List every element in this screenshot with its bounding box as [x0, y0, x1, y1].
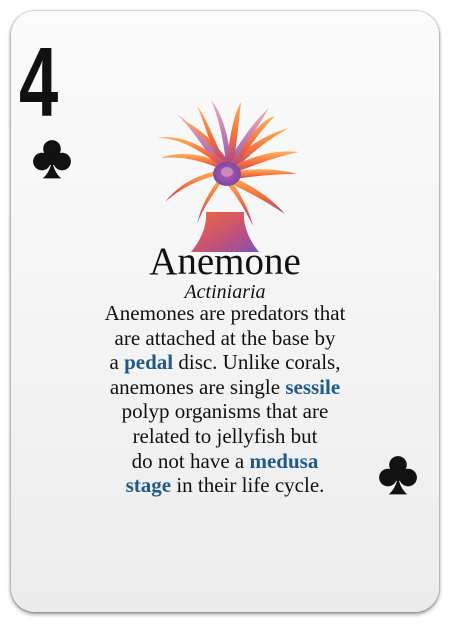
description-line: polyp organisms that are: [51, 399, 399, 424]
card-description: Anemones are predators that are attached …: [51, 301, 399, 498]
description-text: a: [109, 350, 125, 375]
playing-card[interactable]: 4: [11, 11, 439, 612]
description-line: related to jellyfish but: [51, 424, 399, 449]
rank-top: 4: [19, 27, 58, 137]
scientific-name: Actiniaria: [184, 281, 266, 303]
club-icon: [379, 456, 417, 495]
description-text: do not have a: [131, 448, 250, 473]
keyword-highlight: pedal: [124, 350, 174, 375]
description-line: do not have a medusa: [51, 449, 399, 474]
description-line: Anemones are predators that: [51, 301, 399, 326]
keyword-highlight: sessile: [285, 374, 341, 399]
keyword-highlight: stage: [125, 473, 172, 498]
description-text: anemones are single: [109, 374, 286, 399]
description-line: anemones are single sessile: [51, 375, 399, 400]
description-text: polyp organisms that are: [121, 399, 329, 424]
sea-anemone-illustration: [157, 100, 299, 252]
card-title: Anemone: [149, 240, 301, 283]
description-text: related to jellyfish but: [132, 423, 318, 448]
club-icon: [33, 140, 71, 179]
description-line: are attached at the base by: [51, 326, 399, 351]
description-text: in their life cycle.: [171, 473, 325, 498]
description-text: are attached at the base by: [114, 325, 336, 350]
description-text: disc. Unlike corals,: [173, 350, 341, 375]
description-line: stage in their life cycle.: [51, 473, 399, 498]
rank-bottom: 4: [431, 584, 439, 612]
description-text: Anemones are predators that: [104, 301, 346, 325]
description-line: a pedal disc. Unlike corals,: [51, 350, 399, 375]
keyword-highlight: medusa: [249, 448, 319, 473]
